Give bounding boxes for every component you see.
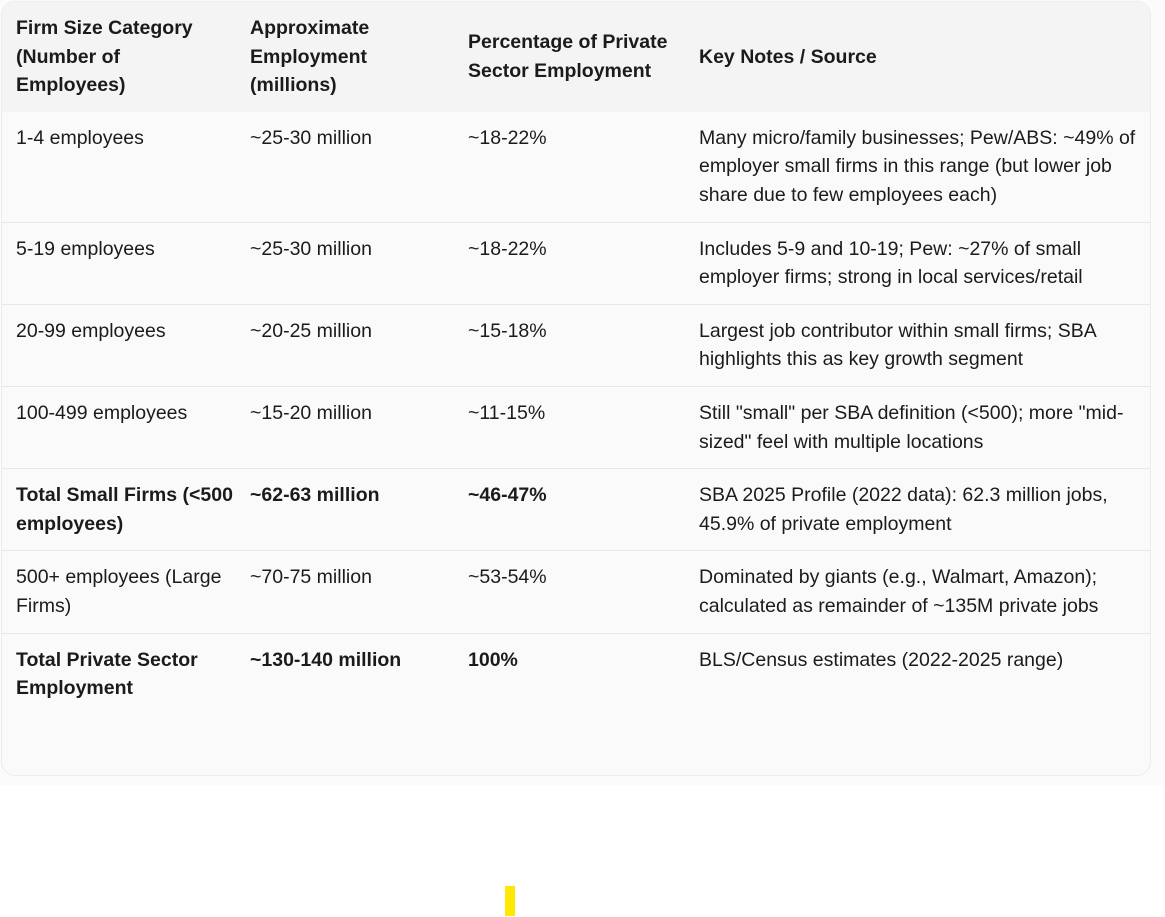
- cell-category: 100-499 employees: [2, 386, 236, 470]
- cell-percentage: ~15-18%: [454, 304, 685, 387]
- cell-notes: BLS/Census estimates (2022-2025 range): [699, 648, 1064, 671]
- cell-percentage: ~18-22%: [454, 222, 685, 305]
- cell-percentage: ~11-15%: [454, 386, 685, 470]
- cell-percentage: ~18-22%: [454, 111, 685, 223]
- cell-notes: SBA 2025 Profile (2022 data): 62.3 milli…: [685, 468, 1150, 552]
- cell-notes: Still "small" per SBA definition (<500);…: [685, 386, 1150, 470]
- cell-employment: ~25-30 million: [236, 222, 454, 305]
- header-row: Firm Size Category (Number of Employees)…: [2, 2, 1150, 112]
- cell-employment: ~15-20 million: [236, 386, 454, 470]
- cell-employment: ~70-75 million: [236, 550, 454, 634]
- employment-table: Firm Size Category (Number of Employees)…: [2, 2, 1150, 715]
- header-employment: Approximate Employment (millions): [236, 2, 454, 112]
- table-row-total-small: Total Small Firms (<500 employees) ~62-6…: [2, 468, 1150, 552]
- cell-category: 5-19 employees: [2, 222, 236, 305]
- streaming-cursor: [505, 886, 515, 916]
- cell-percentage: ~46-47%: [454, 468, 685, 552]
- employment-table-card: Firm Size Category (Number of Employees)…: [1, 1, 1151, 776]
- table-row: 500+ employees (Large Firms) ~70-75 mill…: [2, 550, 1150, 634]
- cell-employment: ~25-30 million: [236, 111, 454, 223]
- cell-percentage: 100%: [468, 648, 518, 671]
- cell-notes: Includes 5-9 and 10-19; Pew: ~27% of sma…: [685, 222, 1150, 305]
- cell-category: 500+ employees (Large Firms): [2, 550, 236, 634]
- cell-notes: Largest job contributor within small fir…: [685, 304, 1150, 387]
- cell-percentage: ~53-54%: [454, 550, 685, 634]
- cell-notes: Dominated by giants (e.g., Walmart, Amaz…: [685, 550, 1150, 634]
- table-row: 100-499 employees ~15-20 million ~11-15%…: [2, 386, 1150, 470]
- cell-category: Total Private Sector Employment: [16, 648, 198, 700]
- table-body: 1-4 employees ~25-30 million ~18-22% Man…: [2, 111, 1150, 715]
- table-row: 20-99 employees ~20-25 million ~15-18% L…: [2, 304, 1150, 387]
- header-firm-size: Firm Size Category (Number of Employees): [2, 2, 236, 112]
- table-header: Firm Size Category (Number of Employees)…: [2, 2, 1150, 112]
- cell-employment: ~20-25 million: [236, 304, 454, 387]
- cell-category: 1-4 employees: [2, 111, 236, 223]
- table-row-total-private: Total Private Sector Employment ~130-140…: [2, 633, 1150, 715]
- header-notes: Key Notes / Source: [685, 2, 1150, 112]
- cell-category: Total Small Firms (<500 employees): [2, 468, 236, 552]
- cell-notes: Many micro/family businesses; Pew/ABS: ~…: [685, 111, 1150, 223]
- cell-category: 20-99 employees: [2, 304, 236, 387]
- table-row: 1-4 employees ~25-30 million ~18-22% Man…: [2, 111, 1150, 223]
- table-row: 5-19 employees ~25-30 million ~18-22% In…: [2, 222, 1150, 305]
- cell-employment: ~130-140 million: [250, 648, 402, 671]
- header-percentage: Percentage of Private Sector Employment: [454, 2, 685, 112]
- cell-employment: ~62-63 million: [236, 468, 454, 552]
